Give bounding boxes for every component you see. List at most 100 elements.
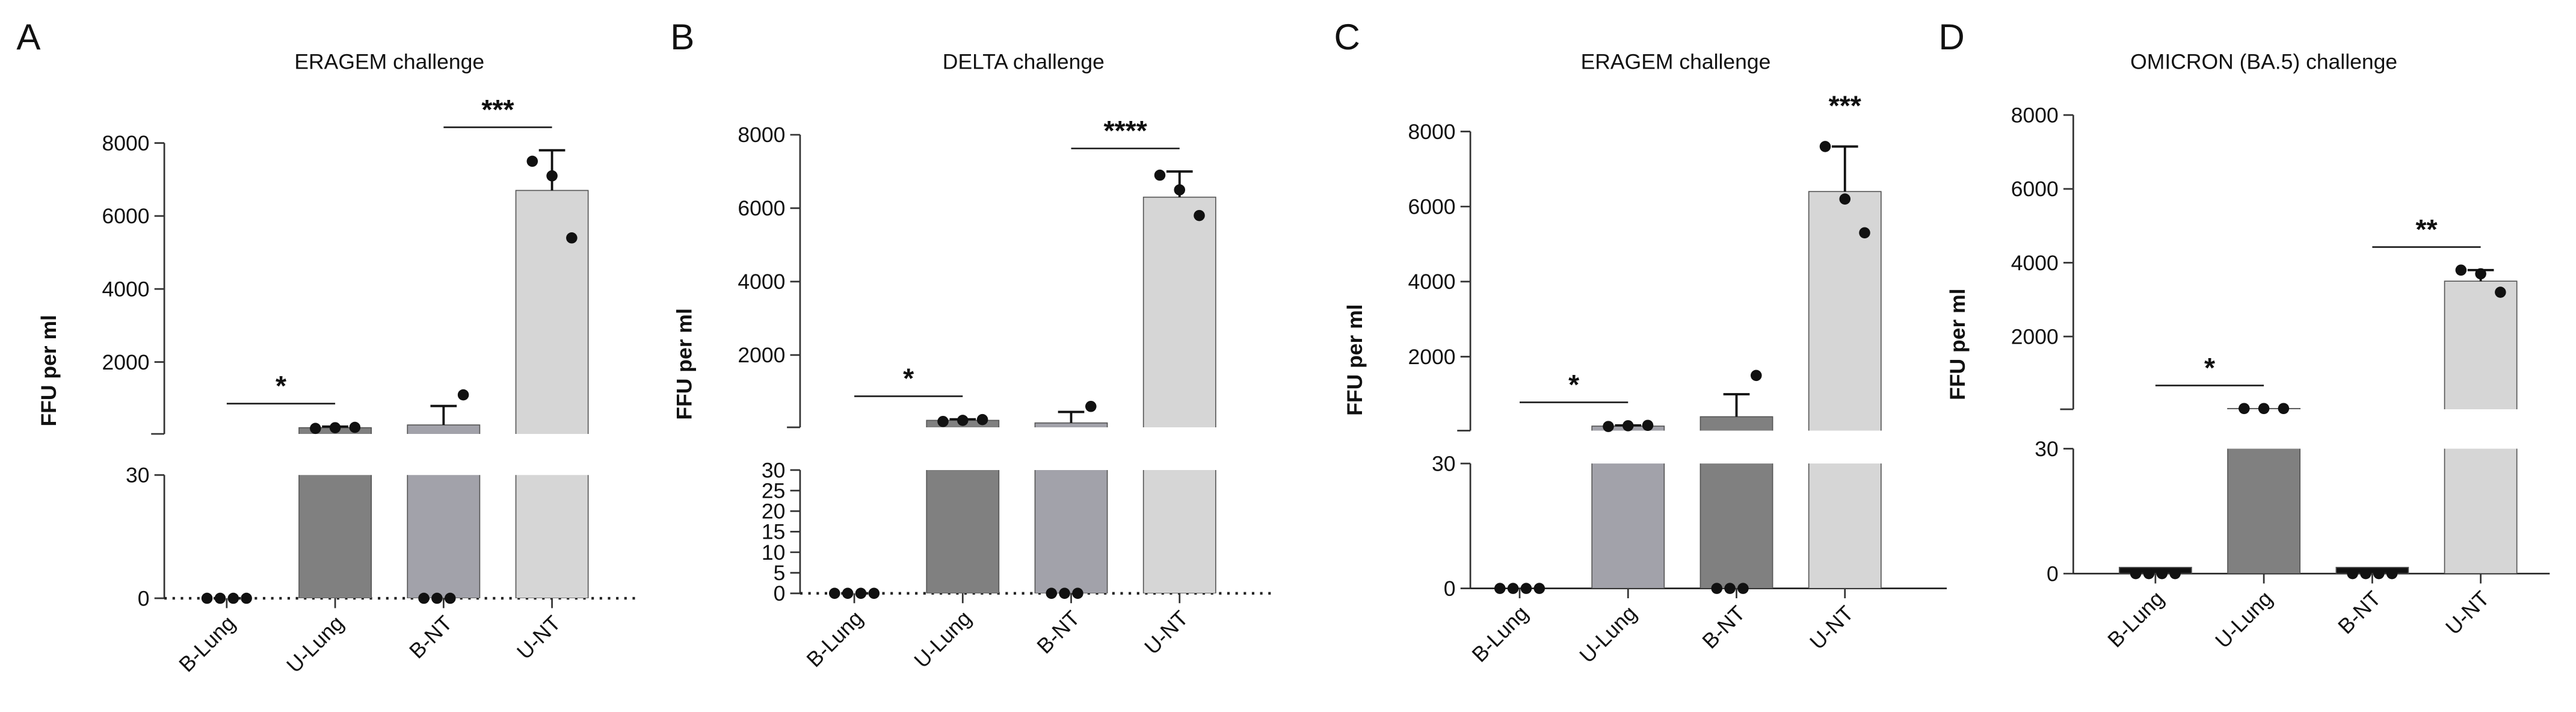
- y-tick-label: 30: [126, 463, 149, 488]
- x-tick-label: U-Lung: [2211, 586, 2278, 653]
- data-point: [829, 587, 840, 599]
- data-point: [546, 170, 558, 182]
- data-point: [1085, 400, 1097, 412]
- bar: [515, 475, 589, 599]
- bar: [1591, 463, 1665, 589]
- x-tick-label: U-Lung: [282, 611, 349, 678]
- data-point: [431, 592, 443, 604]
- y-tick-label: 6000: [102, 204, 150, 228]
- significance-label: ***: [1829, 90, 1862, 122]
- x-tick-label: B-Lung: [802, 606, 867, 672]
- data-point: [1751, 370, 1762, 382]
- y-axis-label: FFU per ml: [1343, 304, 1367, 415]
- y-tick-label: 6000: [1408, 194, 1456, 218]
- data-point: [855, 587, 867, 599]
- bar: [2444, 448, 2518, 574]
- y-tick-label: 4000: [102, 277, 150, 301]
- data-point: [2156, 568, 2168, 580]
- data-point: [2360, 568, 2371, 580]
- data-point: [2258, 403, 2270, 415]
- data-point: [349, 421, 361, 433]
- bar: [2227, 448, 2301, 574]
- y-tick-label: 20: [762, 500, 786, 524]
- bar: [1034, 470, 1108, 593]
- y-tick-label: 30: [762, 458, 786, 482]
- data-point: [1046, 587, 1058, 599]
- x-tick-label: B-NT: [1698, 601, 1750, 654]
- data-point: [1859, 227, 1870, 239]
- y-tick-label: 5: [774, 561, 786, 585]
- data-point: [1642, 419, 1654, 432]
- x-tick-label: B-NT: [2334, 586, 2386, 639]
- data-point: [1072, 587, 1083, 599]
- y-tick-label: 6000: [2011, 177, 2059, 201]
- data-point: [444, 592, 456, 604]
- x-tick-label: U-Lung: [1575, 601, 1642, 668]
- y-tick-label: 4000: [1408, 270, 1456, 294]
- y-tick-label: 8000: [738, 123, 785, 147]
- significance-label: *: [903, 363, 914, 394]
- significance-label: **: [2415, 214, 2438, 245]
- x-tick-label: B-NT: [405, 611, 457, 663]
- bar: [515, 190, 589, 434]
- bar: [1808, 191, 1882, 431]
- data-point: [2475, 268, 2486, 280]
- data-point: [1059, 587, 1070, 599]
- chart-title: DELTA challenge: [943, 50, 1105, 74]
- y-tick-label: 2000: [738, 343, 785, 367]
- data-point: [566, 232, 578, 244]
- data-point: [241, 592, 252, 604]
- x-tick-label: U-NT: [1805, 601, 1858, 654]
- data-point: [1174, 184, 1186, 196]
- chart-title: ERAGEM challenge: [1581, 50, 1771, 74]
- data-point: [2169, 568, 2181, 580]
- data-point: [1622, 420, 1634, 432]
- x-tick-label: B-Lung: [2103, 586, 2169, 652]
- data-point: [1520, 583, 1532, 594]
- data-point: [457, 389, 469, 401]
- chart-title: OMICRON (BA.5) challenge: [2130, 50, 2397, 74]
- data-point: [868, 587, 880, 599]
- y-tick-label: 6000: [738, 196, 785, 220]
- data-point: [2278, 403, 2290, 415]
- panel-letter: D: [1938, 17, 1964, 57]
- y-tick-label: 2000: [102, 350, 150, 374]
- data-point: [2455, 264, 2467, 276]
- bar: [407, 475, 481, 599]
- significance-label: *: [2204, 352, 2216, 383]
- y-axis-label: FFU per ml: [673, 308, 697, 419]
- data-point: [1194, 209, 1205, 221]
- data-point: [2495, 286, 2506, 298]
- bar: [298, 475, 372, 599]
- y-tick-label: 8000: [102, 131, 150, 155]
- bar: [2335, 566, 2409, 574]
- chart-title: ERAGEM challenge: [294, 50, 484, 74]
- y-tick-label: 4000: [2011, 251, 2059, 275]
- bar: [926, 470, 1000, 593]
- data-point: [976, 413, 988, 426]
- x-tick-label: U-NT: [512, 611, 565, 664]
- data-point: [526, 155, 538, 167]
- x-tick-label: B-Lung: [174, 611, 240, 676]
- bar: [1699, 463, 1773, 589]
- data-point: [2130, 568, 2142, 580]
- y-tick-label: 30: [2035, 437, 2058, 461]
- data-point: [937, 415, 949, 427]
- panel-letter: C: [1334, 17, 1360, 57]
- data-point: [1603, 421, 1614, 432]
- x-tick-label: B-NT: [1032, 606, 1085, 658]
- x-tick-label: B-Lung: [1467, 601, 1533, 667]
- data-point: [227, 592, 239, 604]
- data-point: [957, 415, 969, 426]
- y-tick-label: 0: [774, 581, 786, 605]
- significance-label: ****: [1104, 115, 1148, 146]
- data-point: [842, 587, 854, 599]
- data-point: [1839, 193, 1851, 205]
- data-point: [418, 592, 430, 604]
- bar: [1142, 470, 1216, 593]
- data-point: [2239, 403, 2250, 415]
- bar: [1808, 463, 1882, 589]
- data-point: [2386, 568, 2398, 580]
- bar: [2118, 566, 2192, 574]
